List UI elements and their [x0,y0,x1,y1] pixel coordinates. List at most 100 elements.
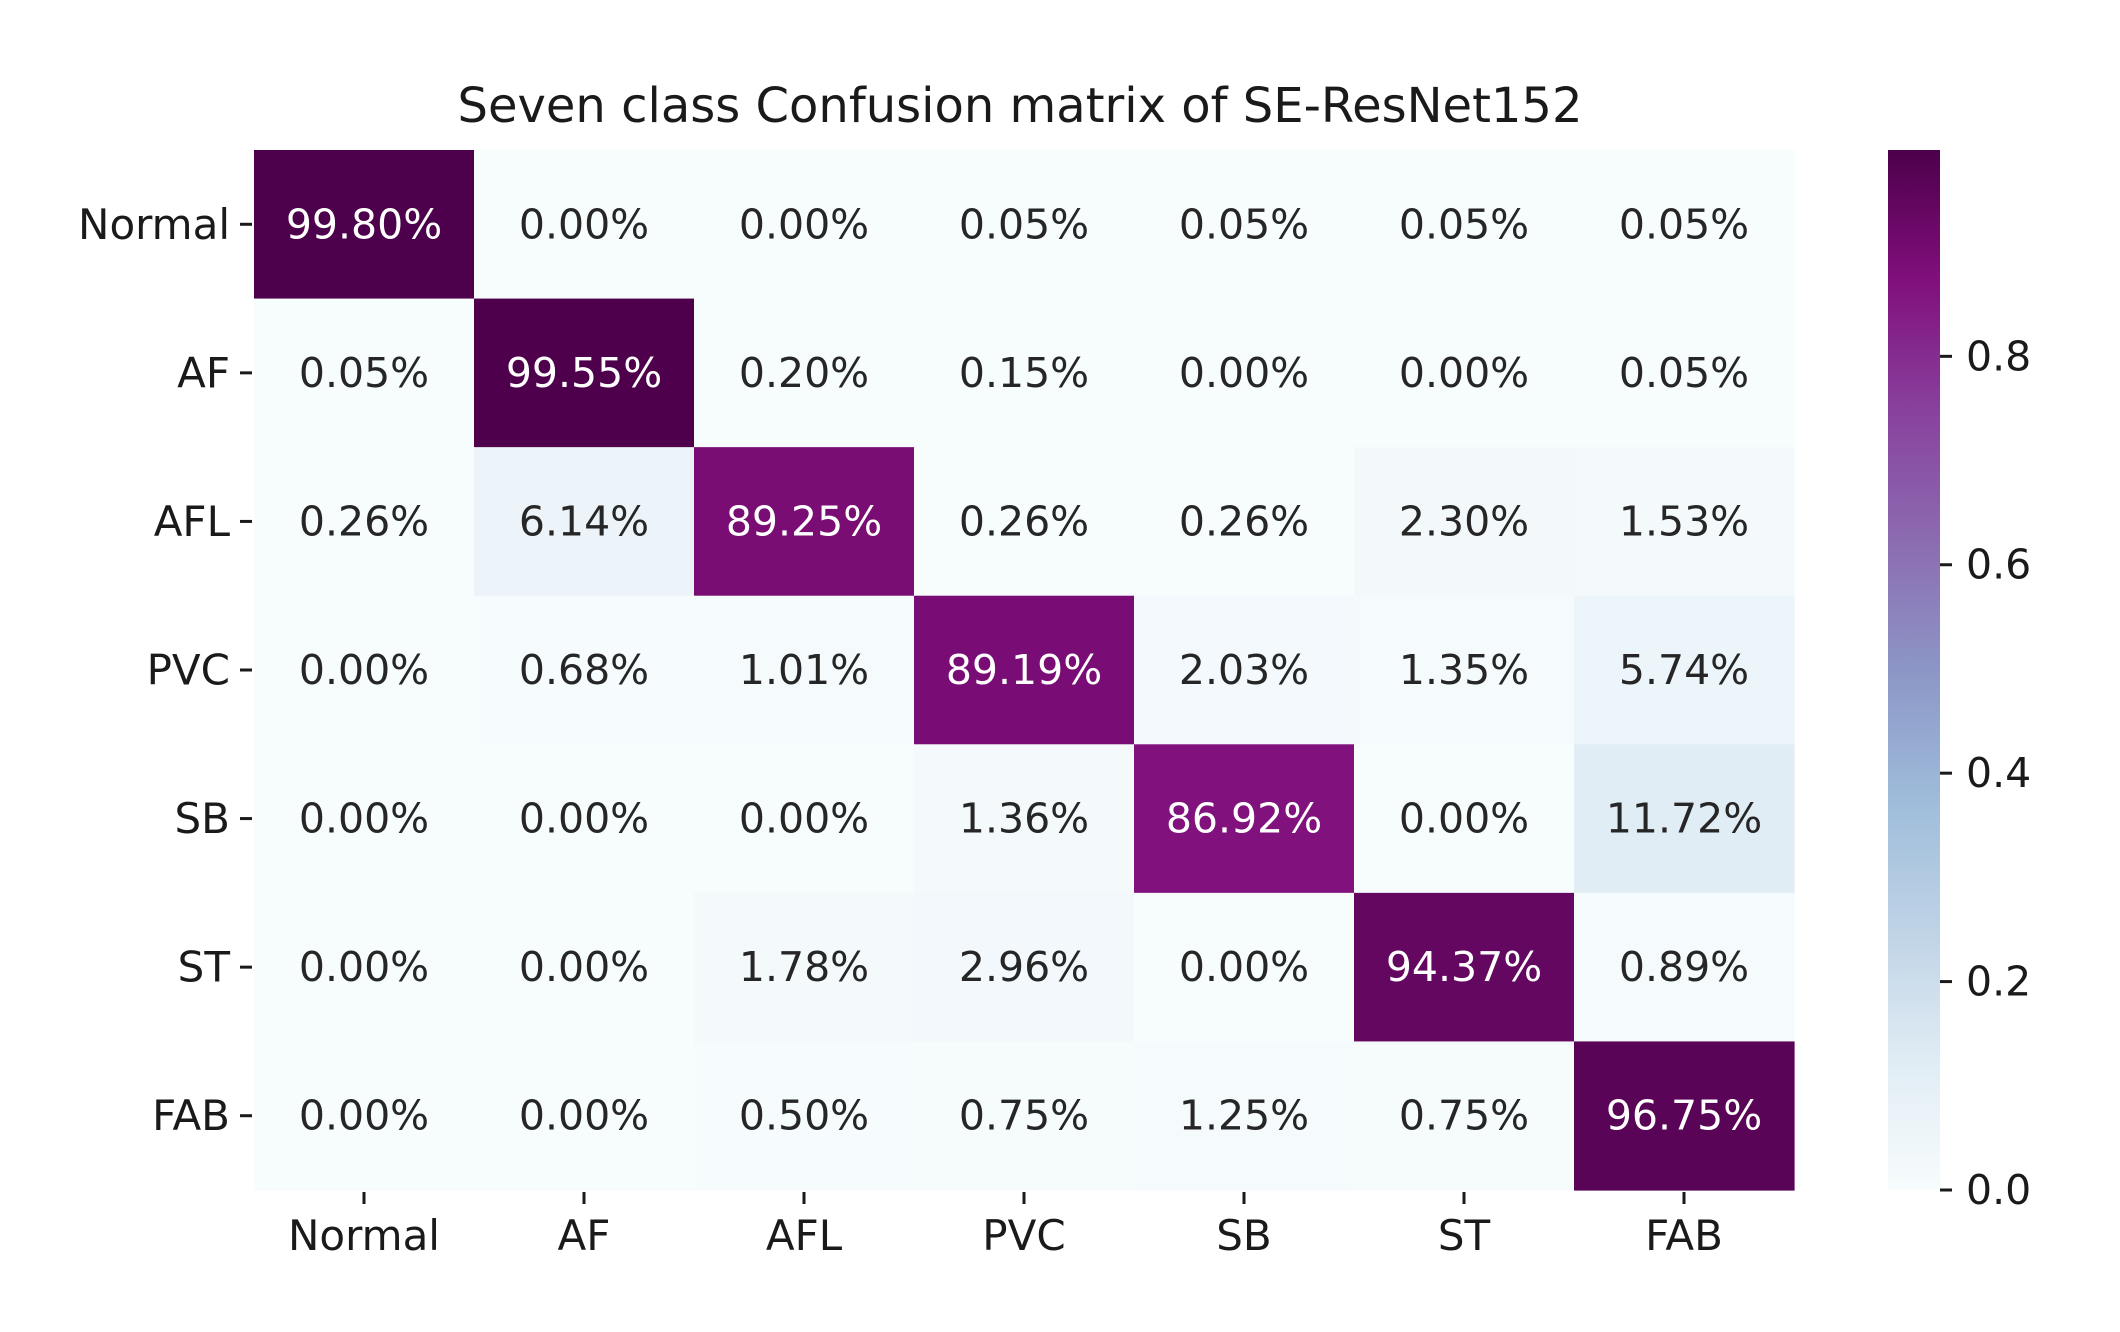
cell-fab-normal [254,1041,475,1191]
cell-sb-af [474,744,695,894]
x-tick-label-normal: Normal [288,1211,440,1260]
cell-label-af-af: 99.55% [506,349,662,397]
heatmap-cells [254,150,1795,1191]
colorbar-tick-label-1: 0.2 [1966,958,2031,1006]
cell-normal-normal [254,150,475,300]
cell-label-af-st: 0.00% [1399,349,1529,397]
cell-pvc-sb [1134,595,1355,745]
cell-label-st-pvc: 2.96% [959,943,1089,991]
cell-label-pvc-af: 0.68% [519,646,649,694]
cell-label-st-st: 94.37% [1386,943,1542,991]
cell-label-afl-fab: 1.53% [1619,497,1749,545]
x-tick-label-afl: AFL [766,1211,843,1260]
cell-afl-afl [694,447,915,597]
cell-label-fab-af: 0.00% [519,1092,649,1140]
cell-label-sb-af: 0.00% [519,795,649,843]
cell-af-sb [1134,298,1355,448]
cell-label-sb-pvc: 1.36% [959,795,1089,843]
x-axis: Normal AF AFL PVC SB ST FAB [288,1192,1723,1260]
cell-fab-af [474,1041,695,1191]
cell-fab-pvc [914,1041,1135,1191]
cell-sb-sb [1134,744,1355,894]
cell-label-normal-fab: 0.05% [1619,200,1749,248]
heatmap-cell-labels: 99.80% 0.00% 0.00% 0.05% 0.05% 0.05% 0.05% 0.05… [286,200,1762,1139]
cell-pvc-st [1354,595,1575,745]
cell-label-sb-sb: 86.92% [1166,795,1322,843]
cell-pvc-fab [1574,595,1795,745]
y-tick-label-afl: AFL [154,497,231,546]
cell-label-afl-af: 6.14% [519,497,649,545]
cell-af-fab [1574,298,1795,448]
x-tick-label-af: AF [558,1211,611,1260]
cell-label-fab-pvc: 0.75% [959,1092,1089,1140]
cell-st-normal [254,892,475,1043]
cell-normal-af [474,150,695,300]
cell-label-st-fab: 0.89% [1619,943,1749,991]
cell-normal-fab [1574,150,1795,300]
cell-st-st [1354,892,1575,1043]
cell-fab-st [1354,1041,1575,1191]
cell-label-sb-fab: 11.72% [1606,795,1762,843]
cell-label-pvc-sb: 2.03% [1179,646,1309,694]
colorbar-ticks: 0.0 0.2 0.4 0.6 0.8 [1940,332,2031,1214]
colorbar: 0.0 0.2 0.4 0.6 0.8 [1888,150,2031,1214]
cell-label-af-pvc: 0.15% [959,349,1089,397]
cell-afl-fab [1574,447,1795,597]
cell-label-afl-afl: 89.25% [726,497,882,545]
cell-label-fab-normal: 0.00% [299,1092,429,1140]
cell-label-normal-af: 0.00% [519,200,649,248]
cell-fab-afl [694,1041,915,1191]
cell-label-st-normal: 0.00% [299,943,429,991]
cell-af-af [474,298,695,448]
x-tick-label-pvc: PVC [982,1211,1065,1260]
cell-label-fab-sb: 1.25% [1179,1092,1309,1140]
cell-label-fab-afl: 0.50% [739,1092,869,1140]
cell-st-sb [1134,892,1355,1043]
cell-st-pvc [914,892,1135,1043]
cell-label-pvc-fab: 5.74% [1619,646,1749,694]
cell-label-af-fab: 0.05% [1619,349,1749,397]
cell-pvc-af [474,595,695,745]
cell-label-fab-fab: 96.75% [1606,1092,1762,1140]
colorbar-tick-label-3: 0.6 [1966,541,2031,589]
cell-label-pvc-normal: 0.00% [299,646,429,694]
cell-afl-pvc [914,447,1135,597]
cell-sb-afl [694,744,915,894]
cell-label-afl-sb: 0.26% [1179,497,1309,545]
cell-label-sb-st: 0.00% [1399,795,1529,843]
cell-sb-pvc [914,744,1135,894]
cell-label-sb-afl: 0.00% [739,795,869,843]
cell-label-sb-normal: 0.00% [299,795,429,843]
colorbar-gradient [1888,150,1940,1190]
y-tick-label-pvc: PVC [147,646,230,695]
colorbar-tick-label-0: 0.0 [1966,1166,2031,1214]
cell-label-pvc-afl: 1.01% [739,646,869,694]
cell-label-normal-sb: 0.05% [1179,200,1309,248]
x-tick-label-fab: FAB [1645,1211,1723,1260]
y-tick-label-fab: FAB [152,1091,230,1140]
y-tick-label-normal: Normal [78,200,230,249]
y-tick-label-af: AF [177,348,230,397]
cell-label-st-afl: 1.78% [739,943,869,991]
cell-af-afl [694,298,915,448]
cell-normal-sb [1134,150,1355,300]
cell-label-st-af: 0.00% [519,943,649,991]
cell-af-st [1354,298,1575,448]
cell-sb-st [1354,744,1575,894]
cell-normal-st [1354,150,1575,300]
cell-label-af-normal: 0.05% [299,349,429,397]
x-tick-label-st: ST [1438,1211,1491,1260]
cell-label-normal-afl: 0.00% [739,200,869,248]
cell-pvc-pvc [914,595,1135,745]
x-tick-label-sb: SB [1216,1211,1271,1260]
cell-label-afl-st: 2.30% [1399,497,1529,545]
cell-sb-normal [254,744,475,894]
cell-label-afl-normal: 0.26% [299,497,429,545]
cell-label-fab-st: 0.75% [1399,1092,1529,1140]
cell-pvc-afl [694,595,915,745]
colorbar-tick-label-2: 0.4 [1966,749,2031,797]
cell-label-st-sb: 0.00% [1179,943,1309,991]
chart-title: Seven class Confusion matrix of SE-ResNe… [457,78,1582,134]
cell-st-fab [1574,892,1795,1043]
